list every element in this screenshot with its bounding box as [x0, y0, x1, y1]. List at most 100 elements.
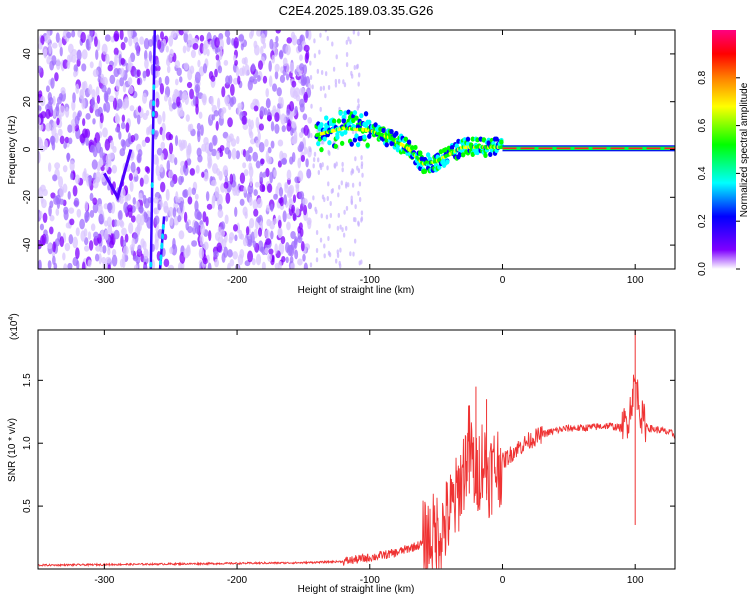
- noise-cell: [327, 85, 331, 91]
- noise-cell: [267, 146, 272, 154]
- noise-cell: [134, 42, 140, 51]
- track-cell: [322, 136, 327, 142]
- colorbar-tick-label: 0.0: [697, 262, 708, 276]
- noise-cell: [210, 179, 217, 187]
- noise-cell: [40, 95, 46, 107]
- noise-cell: [282, 68, 287, 76]
- noise-cell: [214, 46, 221, 53]
- colorbar-tick-label: 0.4: [697, 166, 708, 180]
- noise-cell: [299, 98, 305, 108]
- noise-cell: [191, 187, 197, 195]
- noise-cell: [183, 248, 190, 259]
- noise-cell: [324, 93, 327, 99]
- noise-cell: [309, 75, 313, 81]
- noise-cell: [95, 171, 102, 183]
- noise-cell: [175, 191, 179, 203]
- noise-cell: [116, 219, 120, 227]
- noise-cell: [196, 122, 201, 131]
- noise-cell: [129, 105, 135, 112]
- carrier-mid: [502, 146, 675, 151]
- noise-cell: [85, 136, 89, 146]
- noise-cell: [335, 54, 338, 60]
- noise-cell: [113, 47, 119, 56]
- noise-cell: [267, 253, 272, 262]
- noise-cell: [63, 141, 67, 149]
- noise-cell: [238, 184, 245, 192]
- noise-cell: [304, 52, 309, 64]
- noise-cell: [235, 66, 240, 77]
- spectrogram-y-axis-label: Frequency (Hz): [7, 116, 18, 185]
- noise-cell: [147, 125, 154, 135]
- noise-cell: [338, 263, 342, 269]
- noise-cell: [207, 156, 213, 168]
- noise-cell: [38, 117, 42, 125]
- noise-cell: [102, 127, 108, 138]
- noise-cell: [189, 123, 194, 131]
- noise-cell: [128, 85, 134, 95]
- noise-cell: [123, 201, 129, 214]
- noise-cell: [320, 70, 324, 76]
- x-tick-label: 100: [627, 275, 644, 286]
- noise-cell: [119, 196, 124, 204]
- noise-cell: [39, 223, 45, 231]
- noise-cell: [127, 30, 133, 39]
- noise-cell: [340, 180, 343, 186]
- v-track: [103, 149, 133, 202]
- noise-cell: [252, 151, 259, 162]
- track-cell: [389, 128, 394, 135]
- noise-cell: [96, 141, 102, 154]
- noise-cell: [249, 131, 254, 139]
- noise-cell: [62, 165, 68, 173]
- noise-cell: [219, 229, 226, 237]
- noise-cell: [174, 157, 178, 166]
- track-core: [499, 145, 504, 150]
- noise-cell: [275, 30, 281, 34]
- noise-cell: [286, 221, 291, 231]
- noise-cell: [79, 133, 86, 144]
- noise-cell: [259, 171, 264, 182]
- noise-cell: [256, 197, 263, 209]
- noise-cell: [200, 224, 206, 235]
- noise-cell: [222, 165, 229, 177]
- noise-cell: [224, 214, 229, 225]
- noise-cell: [354, 204, 357, 210]
- noise-cell: [356, 165, 359, 171]
- track-cell: [445, 159, 450, 165]
- noise-cell: [324, 71, 328, 77]
- noise-cell: [244, 64, 250, 77]
- noise-cell: [256, 74, 261, 82]
- noise-cell: [266, 204, 271, 212]
- noise-cell: [331, 187, 335, 193]
- noise-cell: [337, 78, 341, 84]
- noise-cell: [89, 210, 95, 218]
- noise-cell: [262, 75, 268, 84]
- noise-cell: [306, 168, 312, 179]
- noise-cell: [223, 181, 229, 189]
- noise-cell: [163, 200, 169, 213]
- noise-cell: [67, 191, 71, 200]
- noise-cell: [81, 81, 86, 91]
- noise-cell: [38, 259, 42, 269]
- noise-cell: [273, 193, 278, 200]
- noise-cell: [351, 168, 354, 174]
- noise-cell: [139, 177, 144, 187]
- noise-cell: [239, 198, 245, 206]
- track-cell: [457, 151, 463, 158]
- noise-cell: [253, 105, 259, 112]
- noise-cell: [194, 193, 199, 200]
- noise-cell: [309, 147, 312, 153]
- noise-cell: [232, 77, 239, 85]
- noise-cell: [103, 103, 107, 112]
- noise-cell: [178, 262, 183, 269]
- noise-cell: [252, 240, 257, 248]
- y-tick-label: -40: [22, 237, 33, 252]
- noise-cell: [242, 206, 248, 216]
- noise-cell: [102, 261, 108, 269]
- noise-cell: [41, 233, 47, 246]
- noise-cell: [89, 61, 94, 69]
- noise-cell: [55, 194, 61, 205]
- noise-cell: [360, 164, 364, 170]
- y-tick-label: 20: [22, 96, 33, 108]
- noise-cell: [323, 197, 326, 203]
- noise-cell: [59, 105, 66, 117]
